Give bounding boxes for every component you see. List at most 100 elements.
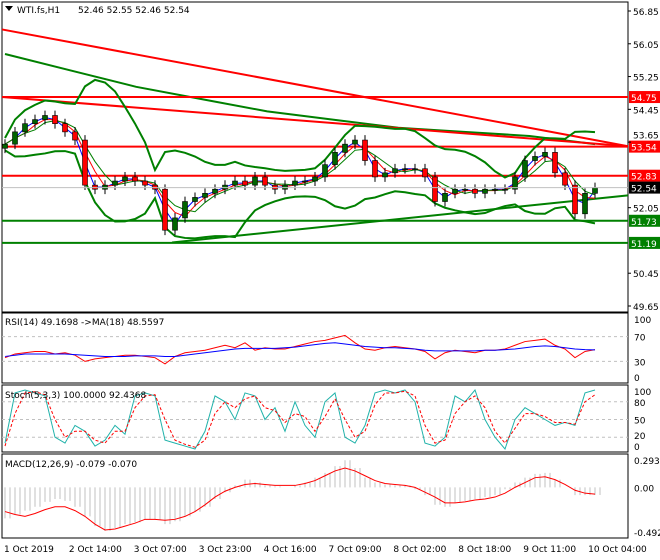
level-price-label: 54.75 (631, 94, 657, 104)
candle (452, 188, 458, 194)
candle (572, 184, 578, 215)
macd-signal-line (4, 467, 596, 531)
time-tick-label: 1 Oct 2019 (4, 545, 54, 555)
time-tick-label: 3 Oct 23:00 (199, 545, 252, 555)
time-tick-label: 8 Oct 02:00 (393, 545, 446, 555)
level-price-tag (629, 214, 660, 227)
candle (62, 123, 68, 133)
level-price-tag (629, 169, 660, 182)
candle (422, 168, 428, 178)
candle (402, 168, 408, 171)
price-tick-label: 56.85 (633, 8, 659, 18)
level-price-label: 53.54 (631, 144, 657, 154)
candle (42, 115, 48, 120)
time-tick-label: 9 Oct 11:00 (523, 545, 576, 555)
axis-tick-label: 0.293 (634, 457, 660, 467)
macd-pane (1, 453, 629, 539)
level-price-label: 52.83 (631, 173, 657, 183)
level-price-tag (629, 140, 660, 153)
candle (302, 180, 308, 183)
price-tick-label: 55.25 (633, 74, 659, 84)
candle (342, 143, 348, 153)
symbol-label: WTI.fs,H1 (17, 6, 60, 16)
candle (442, 193, 448, 202)
stoch-d-line (4, 390, 596, 448)
trendline-0 (1, 28, 629, 148)
candle (582, 193, 588, 215)
candle (482, 188, 488, 194)
axis-tick-label: 50 (634, 417, 646, 427)
candle (32, 119, 38, 124)
candle (202, 193, 208, 198)
candle (502, 188, 508, 191)
price-tick-label: 49.65 (633, 303, 659, 313)
current-price-label: 52.54 (631, 185, 657, 195)
candle (2, 143, 8, 149)
price-tick-label: 50.45 (633, 270, 659, 280)
candle (52, 115, 58, 124)
candle (432, 176, 438, 202)
axis-tick-label: 80 (634, 399, 646, 409)
long-moving-average-line (4, 53, 596, 146)
candle (512, 176, 518, 190)
rsi-ma-line (4, 342, 596, 357)
axis-tick-label: 0 (634, 374, 640, 384)
axis-tick-label: 30 (634, 358, 646, 368)
candle (262, 176, 268, 186)
candle (12, 131, 18, 145)
time-tick-label: 10 Oct 04:00 (588, 545, 647, 555)
level-price-label: 51.19 (631, 240, 657, 250)
candle (72, 131, 78, 141)
macd-title: MACD(12,26,9) -0.079 -0.070 (5, 460, 137, 470)
time-tick-label: 8 Oct 18:00 (458, 545, 511, 555)
candle (112, 180, 118, 186)
current-price-tag (629, 181, 660, 194)
price-tick-label: 52.05 (633, 205, 659, 215)
time-tick-label: 3 Oct 07:00 (134, 545, 187, 555)
candle (562, 172, 568, 186)
time-tick-label: 2 Oct 14:00 (69, 545, 122, 555)
axis-tick-label: 0.00 (634, 484, 654, 494)
candle (292, 180, 298, 186)
candle (552, 152, 558, 174)
candle (472, 188, 478, 194)
axis-tick-label: 0 (634, 443, 640, 453)
candle (132, 176, 138, 182)
candle (122, 176, 128, 182)
candle (532, 156, 538, 161)
axis-tick-label: -0.492 (634, 529, 660, 539)
bollinger-lower-band (4, 149, 596, 240)
candle (382, 172, 388, 178)
trendline-2 (171, 194, 629, 244)
trendline-1 (1, 96, 629, 148)
level-price-tag (629, 236, 660, 249)
candle (162, 188, 168, 231)
candle (412, 168, 418, 171)
candle (542, 152, 548, 157)
stoch-title: Stoch(5,3,3) 100.0000 92.4368 (5, 391, 146, 401)
axis-tick-label: 20 (634, 432, 646, 442)
rsi-title: RSI(14) 49.1698 ->MA(18) 48.5597 (5, 318, 164, 328)
price-tick-label: 54.45 (633, 106, 659, 116)
level-price-tag (629, 91, 660, 104)
price-tick-label: 53.65 (633, 132, 659, 142)
triangle-down-icon[interactable] (5, 6, 13, 11)
candle (522, 160, 528, 178)
ohlc-readout: 52.46 52.55 52.46 52.54 (78, 6, 190, 16)
candle (332, 152, 338, 165)
price-tick-label: 56.05 (633, 41, 659, 51)
candle (22, 123, 28, 133)
candle (462, 188, 468, 191)
candle (172, 217, 178, 231)
time-tick-label: 7 Oct 09:00 (329, 545, 382, 555)
axis-tick-label: 70 (634, 334, 646, 344)
axis-tick-label: 100 (634, 316, 651, 326)
candle (312, 176, 318, 182)
candle (372, 160, 378, 178)
candle (392, 168, 398, 174)
candle (362, 139, 368, 161)
candle (352, 139, 358, 145)
candle (322, 164, 328, 178)
main-pane (1, 1, 629, 313)
